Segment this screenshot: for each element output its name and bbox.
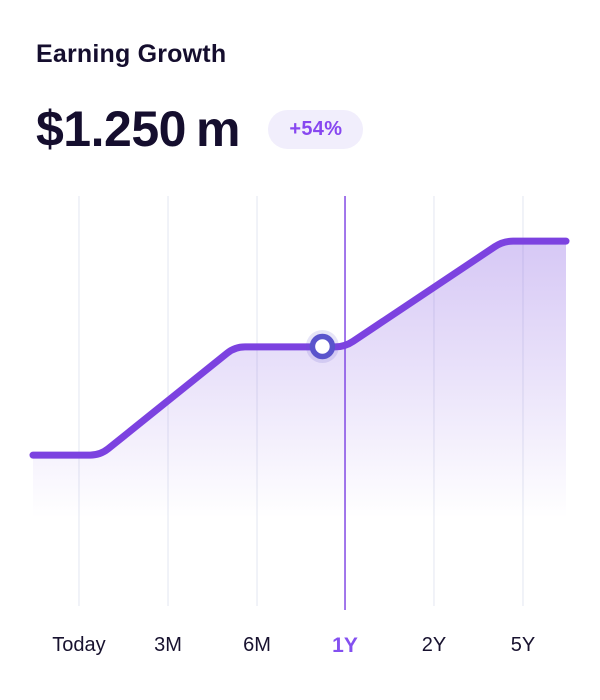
earning-value: $1.250 — [36, 101, 186, 157]
x-tick-5y[interactable]: 5Y — [510, 634, 536, 656]
area-fill — [33, 241, 566, 526]
x-tick-today[interactable]: Today — [52, 634, 106, 656]
change-badge: +54% — [268, 110, 364, 149]
x-axis-tick-row: Today 3M 6M 1Y 2Y 5Y — [0, 634, 600, 664]
selected-point-marker[interactable] — [309, 333, 336, 360]
x-tick-1y[interactable]: 1Y — [332, 634, 358, 657]
earning-value-unit: m — [195, 101, 241, 157]
earning-growth-chart — [29, 196, 570, 610]
earning-value-row: $1.250 m +54% — [36, 101, 364, 157]
x-tick-6m[interactable]: 6M — [243, 634, 271, 656]
page-title: Earning Growth — [36, 40, 227, 68]
x-tick-2y[interactable]: 2Y — [421, 634, 447, 656]
trend-line — [29, 237, 570, 459]
x-tick-3m[interactable]: 3M — [154, 634, 182, 656]
